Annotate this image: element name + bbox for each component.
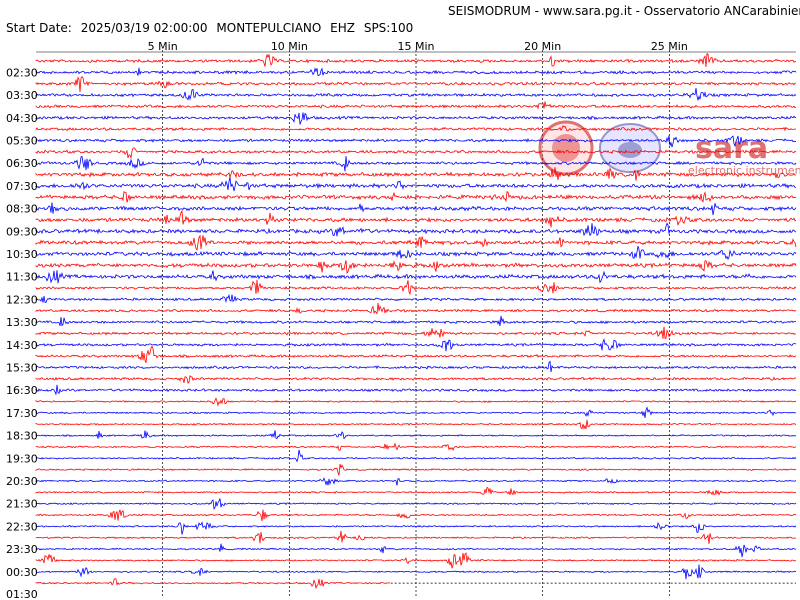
trace-row xyxy=(35,260,797,275)
trace-row xyxy=(35,52,797,67)
y-time-label: 11:30 xyxy=(6,271,38,284)
y-time-label: 15:30 xyxy=(6,361,38,374)
y-time-label: 13:30 xyxy=(6,316,38,329)
trace-row xyxy=(35,564,797,580)
sps-value: SPS:100 xyxy=(363,21,414,35)
trace-row xyxy=(35,463,797,476)
observatory-logo-inner-icon xyxy=(618,142,642,158)
trace-row xyxy=(35,552,797,569)
x-tick-label: 20 Min xyxy=(524,40,561,53)
x-tick-label: 5 Min xyxy=(148,40,178,53)
trace-row xyxy=(35,509,797,522)
y-time-label: 01:30 xyxy=(6,588,38,600)
trace-row xyxy=(35,449,797,463)
trace-row xyxy=(35,155,797,172)
trace-row xyxy=(35,360,797,373)
x-tick-label: 25 Min xyxy=(651,40,688,53)
y-time-label: 06:30 xyxy=(6,157,38,170)
trace-row xyxy=(35,498,797,510)
trace-row xyxy=(35,67,797,77)
trace-row xyxy=(35,338,797,352)
channel-name: EHZ xyxy=(330,21,355,35)
trace-row xyxy=(35,315,797,327)
x-axis-ticks: 5 Min 10 Min 15 Min 20 Min 25 Min xyxy=(148,40,688,53)
trace-row xyxy=(35,302,797,315)
sara-watermark: sara electronic instruments xyxy=(538,120,800,177)
start-label: Start Date: xyxy=(6,21,72,35)
trace-row xyxy=(35,202,797,216)
trace-row xyxy=(35,375,797,384)
time-labels: 02:30 03:30 04:30 05:30 06:30 07:30 08:30 09:30… xyxy=(6,66,38,600)
x-tick-label: 15 Min xyxy=(397,40,434,53)
trace-row xyxy=(35,521,797,535)
trace-row xyxy=(35,135,797,148)
trace-row xyxy=(35,430,797,440)
station-name: MONTEPULCIANO xyxy=(216,21,322,35)
y-time-label: 17:30 xyxy=(6,407,38,420)
trace-row xyxy=(35,384,797,395)
trace-row xyxy=(35,270,797,284)
trace-row xyxy=(35,477,797,486)
trace-rows xyxy=(35,52,797,590)
y-time-label: 12:30 xyxy=(6,293,38,306)
trace-row xyxy=(35,191,797,203)
trace-row xyxy=(35,147,797,160)
trace-row xyxy=(35,442,797,452)
watermark-brand: sara xyxy=(695,131,768,166)
trace-row xyxy=(35,578,390,590)
y-time-label: 19:30 xyxy=(6,452,38,465)
start-date: 2025/03/19 02:00:00 xyxy=(80,21,208,35)
trace-row xyxy=(35,87,797,101)
y-time-label: 00:30 xyxy=(6,566,38,579)
y-time-label: 14:30 xyxy=(6,339,38,352)
trace-row xyxy=(35,279,797,296)
trace-row xyxy=(35,293,797,304)
y-time-label: 05:30 xyxy=(6,134,38,147)
trace-row xyxy=(35,419,797,430)
y-time-label: 22:30 xyxy=(6,520,38,533)
trace-row xyxy=(35,397,797,407)
emblem-inner-icon xyxy=(552,134,580,162)
y-time-label: 09:30 xyxy=(6,225,38,238)
trace-row xyxy=(35,167,797,181)
trace-row xyxy=(35,486,796,496)
trace-row xyxy=(35,112,797,125)
y-time-label: 20:30 xyxy=(6,475,38,488)
start-info: Start Date: 2025/03/19 02:00:00 MONTEPUL… xyxy=(6,21,413,35)
grid-lines xyxy=(36,50,796,598)
trace-row xyxy=(35,76,797,93)
y-time-label: 21:30 xyxy=(6,498,38,511)
y-time-label: 16:30 xyxy=(6,384,38,397)
trace-row xyxy=(35,124,797,132)
y-time-label: 02:30 xyxy=(6,66,38,79)
trace-row xyxy=(35,209,797,228)
trace-row xyxy=(35,222,797,237)
y-time-label: 10:30 xyxy=(6,248,38,261)
trace-row xyxy=(35,530,797,544)
trace-row xyxy=(35,245,797,261)
trace-row xyxy=(35,543,797,558)
y-time-label: 04:30 xyxy=(6,112,38,125)
trace-row xyxy=(35,101,797,110)
y-time-label: 18:30 xyxy=(6,430,38,443)
trace-row xyxy=(35,326,796,339)
x-tick-label: 10 Min xyxy=(271,40,308,53)
trace-row xyxy=(35,234,797,251)
y-time-label: 23:30 xyxy=(6,543,38,556)
trace-row xyxy=(35,345,797,363)
y-time-label: 03:30 xyxy=(6,89,38,102)
trace-row xyxy=(35,176,797,192)
chart-title: SEISMODRUM - www.sara.pg.it - Osservator… xyxy=(448,4,800,18)
y-time-label: 07:30 xyxy=(6,180,38,193)
trace-row xyxy=(35,406,797,418)
y-time-label: 08:30 xyxy=(6,203,38,216)
